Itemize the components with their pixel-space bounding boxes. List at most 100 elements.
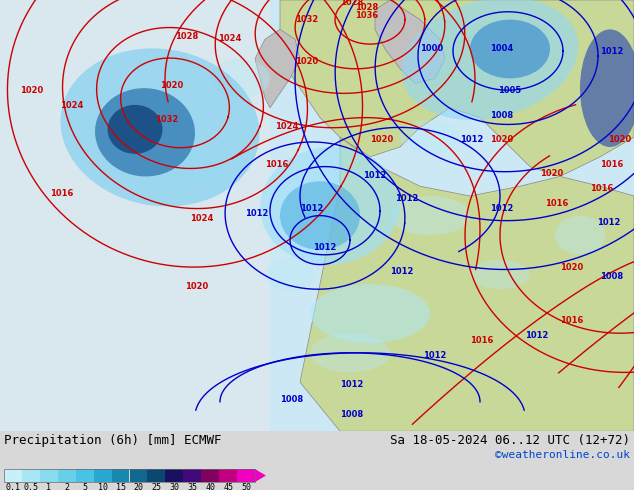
Polygon shape — [375, 0, 445, 83]
Text: Sa 18-05-2024 06..12 UTC (12+72): Sa 18-05-2024 06..12 UTC (12+72) — [390, 434, 630, 447]
Text: 1016: 1016 — [265, 160, 288, 169]
Text: 1028: 1028 — [340, 0, 363, 7]
Text: 1032: 1032 — [295, 15, 318, 24]
Polygon shape — [255, 29, 300, 108]
Ellipse shape — [555, 216, 605, 255]
Ellipse shape — [470, 20, 550, 78]
Bar — [183, 469, 201, 482]
Text: ©weatheronline.co.uk: ©weatheronline.co.uk — [495, 450, 630, 460]
Bar — [0, 0, 270, 431]
Bar — [148, 469, 165, 482]
Text: 20: 20 — [134, 483, 143, 490]
Text: 35: 35 — [187, 483, 197, 490]
Text: 45: 45 — [223, 483, 233, 490]
Ellipse shape — [402, 0, 578, 120]
Text: 10: 10 — [98, 483, 108, 490]
Text: 1012: 1012 — [390, 268, 413, 276]
Text: 1012: 1012 — [490, 204, 514, 213]
Text: 1024: 1024 — [190, 214, 214, 222]
Text: 1012: 1012 — [363, 172, 386, 180]
Text: 30: 30 — [169, 483, 179, 490]
Text: 1008: 1008 — [280, 395, 303, 404]
Text: 0.1: 0.1 — [6, 483, 20, 490]
Text: 1020: 1020 — [160, 81, 183, 90]
Polygon shape — [300, 137, 634, 431]
Text: 1012: 1012 — [245, 209, 268, 218]
Text: 1024: 1024 — [275, 122, 299, 131]
Text: 1016: 1016 — [50, 189, 74, 198]
Text: 1020: 1020 — [185, 282, 208, 291]
Bar — [112, 469, 129, 482]
Bar — [58, 469, 75, 482]
Text: 1012: 1012 — [525, 331, 548, 340]
Text: 50: 50 — [241, 483, 251, 490]
Bar — [4, 469, 22, 482]
Polygon shape — [255, 469, 266, 482]
Text: 1008: 1008 — [600, 272, 623, 281]
Ellipse shape — [210, 59, 270, 98]
Text: 1005: 1005 — [498, 86, 521, 95]
Polygon shape — [280, 0, 634, 176]
Text: 1012: 1012 — [600, 47, 623, 56]
Text: 40: 40 — [205, 483, 215, 490]
Bar — [165, 469, 183, 482]
Text: 1016: 1016 — [470, 336, 493, 345]
Text: 1020: 1020 — [370, 135, 393, 144]
Text: 2: 2 — [64, 483, 69, 490]
Text: 1020: 1020 — [608, 135, 631, 144]
Ellipse shape — [108, 105, 162, 154]
Ellipse shape — [310, 333, 390, 372]
Text: 1028: 1028 — [355, 3, 378, 12]
Bar — [201, 469, 219, 482]
Text: 1000: 1000 — [420, 44, 443, 53]
Text: 25: 25 — [152, 483, 162, 490]
Bar — [22, 469, 40, 482]
Ellipse shape — [470, 260, 530, 289]
Text: 1036: 1036 — [355, 11, 378, 20]
Bar — [4, 469, 255, 482]
Ellipse shape — [260, 147, 400, 265]
Text: 1016: 1016 — [590, 184, 613, 193]
Text: 1012: 1012 — [313, 243, 337, 252]
Text: 1016: 1016 — [560, 317, 583, 325]
Ellipse shape — [175, 152, 225, 181]
Text: 1020: 1020 — [540, 170, 563, 178]
Ellipse shape — [280, 181, 360, 250]
Ellipse shape — [400, 120, 460, 154]
Ellipse shape — [265, 257, 315, 292]
Bar — [40, 469, 58, 482]
Text: 1012: 1012 — [395, 194, 418, 203]
Text: 1004: 1004 — [490, 44, 514, 53]
Text: 1012: 1012 — [300, 204, 323, 213]
Text: 1028: 1028 — [175, 32, 198, 41]
Bar — [94, 469, 112, 482]
Text: 1020: 1020 — [20, 86, 43, 95]
Ellipse shape — [580, 29, 634, 147]
Ellipse shape — [390, 196, 470, 235]
Text: 1024: 1024 — [60, 101, 84, 110]
Ellipse shape — [310, 284, 430, 343]
Text: 1008: 1008 — [490, 111, 513, 120]
Bar — [75, 469, 94, 482]
Text: 1020: 1020 — [295, 57, 318, 66]
Text: 1012: 1012 — [460, 135, 483, 144]
Bar — [129, 469, 148, 482]
Text: 1016: 1016 — [545, 199, 568, 208]
Text: Precipitation (6h) [mm] ECMWF: Precipitation (6h) [mm] ECMWF — [4, 434, 221, 447]
Text: 1012: 1012 — [340, 380, 363, 389]
Text: 1016: 1016 — [600, 160, 623, 169]
Text: 1020: 1020 — [490, 135, 514, 144]
Text: 1020: 1020 — [560, 263, 583, 271]
Bar — [237, 469, 255, 482]
Text: 1008: 1008 — [340, 410, 363, 418]
Text: 15: 15 — [115, 483, 126, 490]
Text: 5: 5 — [82, 483, 87, 490]
Text: 1: 1 — [46, 483, 51, 490]
Ellipse shape — [95, 88, 195, 176]
Text: 1024: 1024 — [218, 34, 242, 43]
Text: 0.5: 0.5 — [23, 483, 39, 490]
Text: 1032: 1032 — [155, 116, 178, 124]
Bar — [219, 469, 237, 482]
Text: 1012: 1012 — [423, 351, 446, 360]
Ellipse shape — [60, 49, 259, 206]
